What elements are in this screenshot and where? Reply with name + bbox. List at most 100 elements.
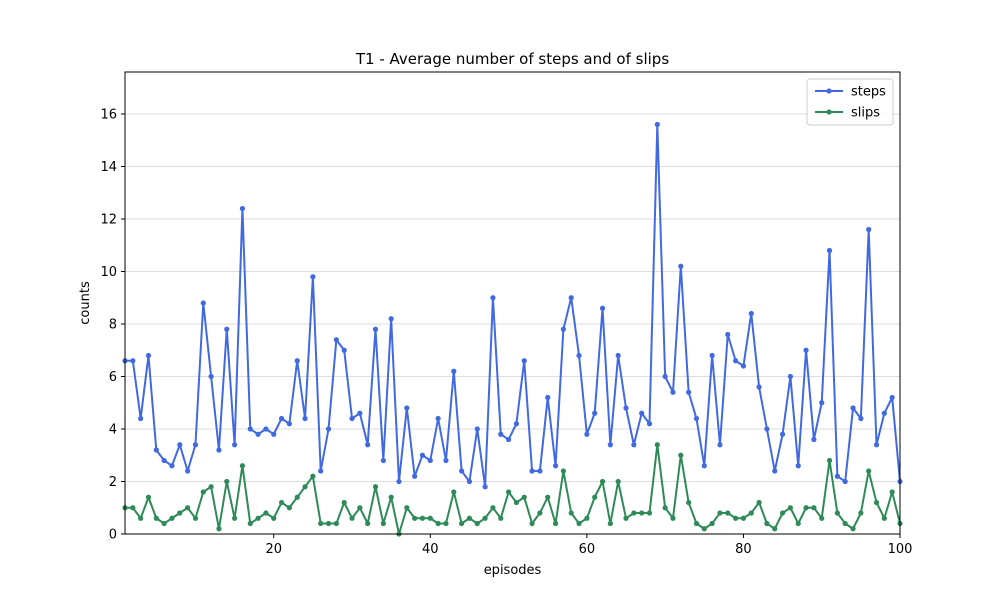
data-point-slips bbox=[505, 489, 512, 495]
data-point-steps bbox=[427, 457, 433, 464]
data-point-slips bbox=[670, 515, 676, 521]
data-point-slips bbox=[263, 510, 269, 516]
data-point-steps bbox=[686, 389, 692, 395]
data-point-slips bbox=[693, 520, 700, 527]
data-point-steps bbox=[537, 468, 543, 474]
data-point-slips bbox=[325, 520, 332, 527]
y-tick-label: 16 bbox=[100, 108, 117, 123]
data-point-steps bbox=[169, 463, 175, 469]
data-point-steps bbox=[834, 473, 840, 479]
data-point-slips bbox=[552, 520, 559, 527]
data-point-steps bbox=[772, 468, 778, 474]
data-point-slips bbox=[404, 505, 410, 511]
data-point-steps bbox=[521, 358, 527, 364]
y-tick-label: 8 bbox=[109, 318, 117, 333]
data-point-slips bbox=[654, 442, 660, 448]
data-point-slips bbox=[302, 484, 308, 490]
legend-label-steps: steps bbox=[851, 85, 886, 100]
data-point-slips bbox=[130, 505, 136, 511]
data-point-slips bbox=[717, 510, 723, 516]
data-point-slips bbox=[412, 515, 418, 521]
data-point-steps bbox=[263, 426, 269, 432]
data-point-slips bbox=[639, 510, 645, 516]
data-point-steps bbox=[271, 431, 277, 437]
data-point-slips bbox=[474, 520, 480, 527]
data-point-steps bbox=[349, 415, 355, 422]
data-point-slips bbox=[748, 510, 754, 516]
data-point-slips bbox=[576, 520, 582, 527]
data-point-slips bbox=[811, 505, 817, 511]
data-point-slips bbox=[239, 463, 246, 469]
data-point-slips bbox=[803, 505, 809, 511]
data-point-slips bbox=[819, 515, 825, 521]
data-point-steps bbox=[310, 274, 316, 280]
series-line-slips bbox=[125, 443, 901, 535]
data-point-steps bbox=[725, 331, 731, 338]
data-point-steps bbox=[889, 394, 895, 401]
data-point-slips bbox=[725, 510, 731, 516]
y-tick-label: 2 bbox=[109, 475, 117, 490]
data-point-slips bbox=[842, 520, 848, 527]
data-point-steps bbox=[153, 447, 159, 453]
data-point-steps bbox=[811, 436, 817, 443]
data-point-slips bbox=[521, 494, 527, 500]
y-tick-label: 6 bbox=[109, 370, 117, 385]
data-point-steps bbox=[779, 431, 786, 437]
data-point-slips bbox=[592, 494, 598, 500]
y-axis-label: counts bbox=[78, 281, 93, 325]
data-point-slips bbox=[286, 505, 292, 511]
data-point-slips bbox=[490, 505, 496, 511]
data-point-steps bbox=[670, 389, 676, 395]
data-point-steps bbox=[756, 384, 762, 390]
data-point-slips bbox=[192, 515, 199, 521]
data-point-steps bbox=[701, 463, 707, 469]
data-point-steps bbox=[224, 326, 230, 332]
data-point-slips bbox=[169, 515, 175, 521]
data-point-steps bbox=[459, 468, 465, 474]
data-point-steps bbox=[850, 405, 856, 411]
data-point-slips bbox=[208, 484, 214, 490]
data-point-slips bbox=[200, 489, 206, 495]
data-point-slips bbox=[850, 526, 856, 532]
data-point-slips bbox=[247, 520, 253, 527]
data-point-slips bbox=[224, 478, 230, 485]
data-point-steps bbox=[365, 442, 371, 448]
y-axis: 0 2 4 6 8 10 12 14 16 bbox=[100, 108, 125, 543]
data-point-steps bbox=[474, 426, 480, 432]
data-point-slips bbox=[623, 515, 629, 521]
data-point-slips bbox=[216, 526, 222, 532]
data-point-slips bbox=[560, 468, 566, 474]
data-point-steps bbox=[255, 431, 261, 437]
data-point-steps bbox=[239, 205, 246, 212]
data-point-steps bbox=[709, 352, 715, 359]
data-point-slips bbox=[255, 515, 261, 521]
data-point-steps bbox=[623, 405, 629, 411]
data-point-slips bbox=[584, 515, 590, 521]
data-point-slips bbox=[858, 510, 864, 516]
data-point-steps bbox=[599, 305, 606, 311]
data-point-steps bbox=[192, 442, 199, 448]
y-tick-label: 14 bbox=[100, 160, 117, 175]
data-point-slips bbox=[787, 505, 794, 511]
data-point-steps bbox=[396, 478, 402, 485]
data-point-slips bbox=[278, 499, 285, 506]
data-point-steps bbox=[177, 442, 183, 448]
data-point-slips bbox=[435, 520, 441, 527]
data-point-steps bbox=[858, 415, 864, 422]
data-point-slips bbox=[451, 489, 457, 495]
data-point-steps bbox=[372, 326, 379, 332]
data-point-slips bbox=[443, 520, 449, 527]
data-point-slips bbox=[646, 510, 653, 516]
data-point-steps bbox=[247, 426, 253, 432]
data-point-steps bbox=[513, 421, 520, 427]
data-point-steps bbox=[216, 447, 222, 453]
data-point-slips bbox=[333, 520, 339, 527]
data-point-steps bbox=[529, 468, 535, 474]
data-point-steps bbox=[795, 463, 801, 469]
data-point-slips bbox=[341, 499, 347, 506]
data-point-steps bbox=[592, 410, 598, 416]
gridlines bbox=[125, 113, 900, 535]
data-point-steps bbox=[435, 415, 441, 422]
data-point-steps bbox=[819, 400, 825, 406]
